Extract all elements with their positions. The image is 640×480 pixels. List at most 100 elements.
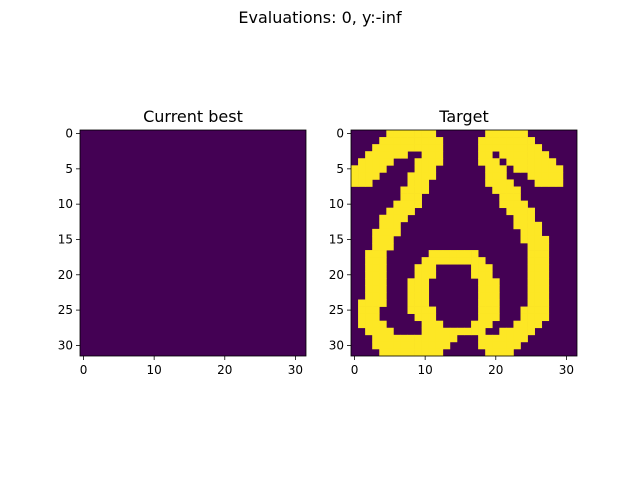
- x-tick-label: 10: [418, 363, 433, 377]
- heatmap-cell: [379, 341, 387, 350]
- heatmap-cell: [365, 285, 373, 293]
- heatmap-cell: [485, 271, 493, 279]
- heatmap-cell: [520, 200, 528, 209]
- heatmap-cell: [358, 313, 366, 322]
- heatmap-cell: [527, 320, 535, 329]
- heatmap-cell: [365, 158, 373, 166]
- heatmap-cell: [541, 179, 550, 187]
- heatmap-cell: [541, 313, 550, 322]
- heatmap-cell: [365, 327, 373, 336]
- heatmap-cell: [435, 151, 444, 159]
- heatmap-cell: [379, 250, 387, 258]
- heatmap-cell: [499, 130, 507, 138]
- heatmap-cell: [499, 341, 507, 350]
- heatmap-cell: [485, 348, 493, 357]
- heatmap-cell: [365, 313, 373, 322]
- heatmap-cell: [393, 200, 401, 209]
- heatmap-cell: [527, 207, 535, 216]
- heatmap-cell: [506, 144, 514, 152]
- heatmap-cell: [499, 165, 507, 173]
- heatmap-cell: [351, 165, 359, 173]
- heatmap-cell: [492, 144, 500, 152]
- heatmap-cell: [393, 130, 401, 138]
- heatmap-cell: [421, 130, 430, 138]
- y-tick-label: 25: [58, 303, 73, 317]
- heatmap-cell: [534, 292, 543, 300]
- heatmap-cell: [499, 327, 507, 336]
- heatmap-cell: [513, 193, 521, 201]
- heatmap-cell: [428, 264, 437, 272]
- heatmap-cell: [386, 348, 394, 357]
- heatmap-cell: [527, 299, 535, 307]
- heatmap-cell: [379, 257, 387, 265]
- heatmap-cell: [414, 144, 422, 152]
- heatmap-cell: [456, 327, 465, 336]
- heatmap-cell: [485, 130, 493, 138]
- heatmap-cell: [379, 235, 387, 244]
- heatmap-cell: [485, 334, 493, 343]
- heatmap-cell: [485, 144, 493, 152]
- heatmap-cell: [534, 250, 543, 258]
- heatmap-cell: [421, 299, 430, 307]
- heatmap-cell: [520, 158, 528, 166]
- heatmap-cell: [449, 334, 458, 343]
- heatmap-cell: [541, 299, 550, 307]
- heatmap-cell: [548, 179, 557, 187]
- heatmap-cell: [379, 151, 387, 159]
- heatmap-cell: [478, 327, 486, 336]
- heatmap-cell: [541, 264, 550, 272]
- heatmap-cell: [520, 207, 528, 216]
- heatmap-cell: [485, 151, 493, 159]
- y-tick-label: 10: [58, 197, 73, 211]
- heatmap-cell: [372, 292, 380, 300]
- heatmap-cell: [435, 250, 444, 258]
- heatmap-cell: [435, 320, 444, 329]
- heatmap-cell: [555, 165, 564, 173]
- heatmap-cell: [506, 193, 514, 201]
- heatmap-cell: [400, 348, 408, 357]
- heatmap-cell: [435, 257, 444, 265]
- heatmap-cell: [513, 341, 521, 350]
- heatmap-cell: [421, 278, 430, 286]
- heatmap-cell: [478, 313, 486, 322]
- heatmap-cell: [386, 341, 394, 350]
- heatmap-cell: [435, 137, 444, 145]
- heatmap-cell: [485, 299, 493, 307]
- heatmap-cell: [548, 172, 557, 180]
- heatmap-cell: [492, 165, 500, 173]
- heatmap-cell: [379, 165, 387, 173]
- heatmap-cell: [386, 137, 394, 145]
- heatmap-cell: [386, 207, 394, 216]
- heatmap-cell: [442, 334, 451, 343]
- heatmap-cell: [442, 250, 451, 258]
- heatmap-cell: [372, 228, 380, 237]
- heatmap-cell: [428, 327, 437, 336]
- heatmap-cell: [358, 165, 366, 173]
- heatmap-cell: [379, 264, 387, 272]
- heatmap-cell: [506, 200, 514, 209]
- heatmap-cell: [506, 207, 514, 216]
- heatmap-cell: [534, 179, 543, 187]
- heatmap-cell: [407, 334, 415, 343]
- heatmap-cell: [372, 151, 380, 159]
- heatmap-cell: [386, 327, 394, 336]
- x-tick-label: 20: [488, 363, 503, 377]
- heatmap-cell: [400, 151, 408, 159]
- heatmap-cell: [393, 214, 401, 223]
- heatmap-cell: [534, 165, 543, 173]
- heatmap-cell: [400, 341, 408, 350]
- heatmap-cell: [527, 278, 535, 286]
- heatmap-cell: [541, 285, 550, 293]
- heatmap-cell: [527, 144, 535, 152]
- heatmap-cell: [428, 172, 437, 180]
- heatmap-cell: [471, 320, 479, 329]
- heatmap-cell: [372, 243, 380, 251]
- heatmap-cell: [513, 207, 521, 216]
- heatmap-cell: [393, 228, 401, 237]
- heatmap-cell: [393, 334, 401, 343]
- heatmap-cell: [407, 144, 415, 152]
- heatmap-cell: [513, 221, 521, 230]
- heatmap-cell: [400, 144, 408, 152]
- heatmap-cell: [414, 278, 422, 286]
